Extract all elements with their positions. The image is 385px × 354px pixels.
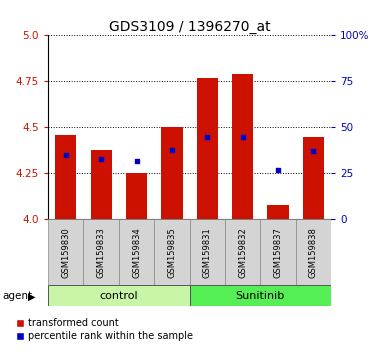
Bar: [48, 285, 190, 306]
Bar: [268, 205, 289, 219]
Point: [169, 147, 175, 152]
Bar: [84, 219, 119, 285]
Point: [275, 167, 281, 173]
Point: [239, 134, 246, 139]
Text: GSM159831: GSM159831: [203, 227, 212, 278]
Bar: [154, 219, 190, 285]
Text: ▶: ▶: [28, 291, 35, 301]
Text: control: control: [100, 291, 138, 301]
Bar: [232, 74, 253, 219]
Bar: [260, 219, 296, 285]
Text: GSM159830: GSM159830: [61, 227, 70, 278]
Text: GSM159833: GSM159833: [97, 227, 106, 278]
Point: [310, 149, 316, 154]
Text: agent: agent: [2, 291, 32, 301]
Text: GSM159832: GSM159832: [238, 227, 247, 278]
Bar: [90, 149, 112, 219]
Point: [98, 156, 104, 161]
Text: GSM159834: GSM159834: [132, 227, 141, 278]
Bar: [55, 135, 76, 219]
Bar: [126, 173, 147, 219]
Bar: [296, 219, 331, 285]
Text: GSM159838: GSM159838: [309, 227, 318, 278]
Text: GSM159837: GSM159837: [273, 227, 283, 278]
Text: GSM159835: GSM159835: [167, 227, 176, 278]
Bar: [197, 78, 218, 219]
Text: Sunitinib: Sunitinib: [236, 291, 285, 301]
Title: GDS3109 / 1396270_at: GDS3109 / 1396270_at: [109, 21, 270, 34]
Point: [63, 152, 69, 158]
Point: [204, 134, 210, 139]
Bar: [48, 219, 84, 285]
Bar: [190, 219, 225, 285]
Legend: transformed count, percentile rank within the sample: transformed count, percentile rank withi…: [17, 318, 193, 341]
Point: [134, 158, 140, 164]
Bar: [303, 137, 324, 219]
Bar: [161, 127, 182, 219]
Bar: [119, 219, 154, 285]
Bar: [225, 219, 260, 285]
Bar: [190, 285, 331, 306]
